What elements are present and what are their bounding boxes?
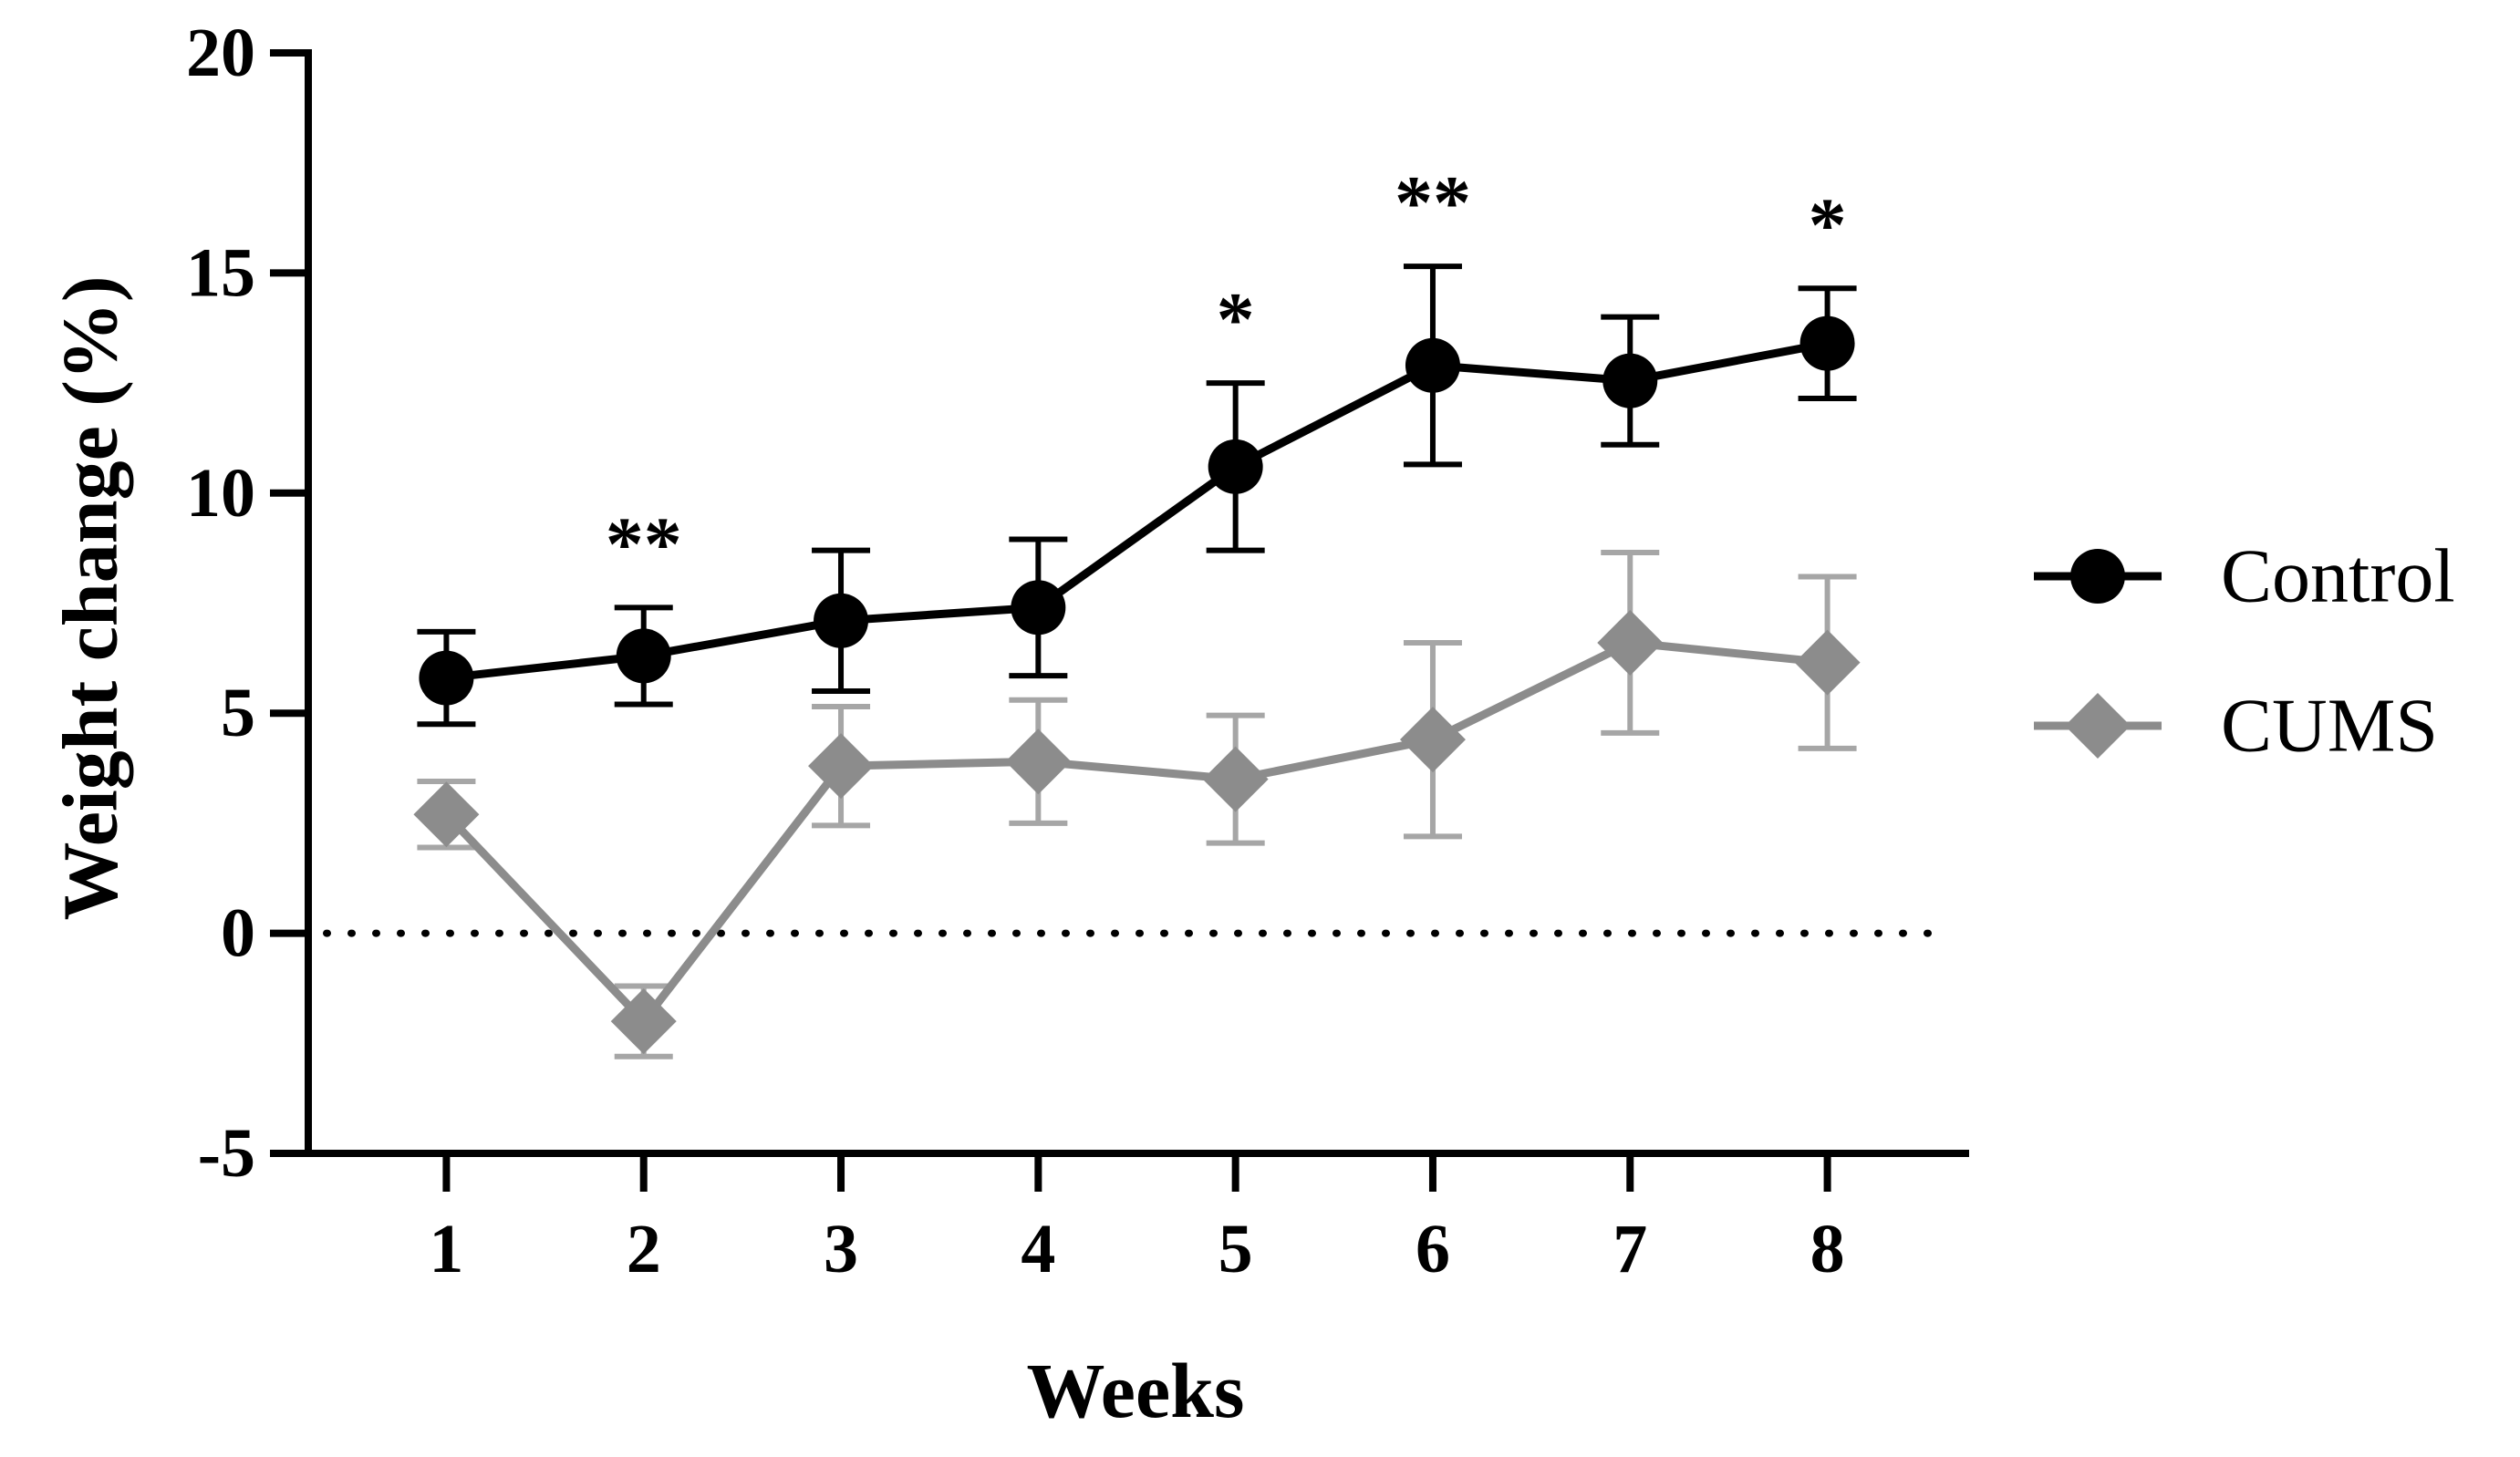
data-point (1011, 580, 1066, 636)
series-line (443, 638, 1829, 1026)
series-line (445, 339, 1829, 683)
y-axis-title: Weight change (%) (47, 275, 134, 920)
data-point (413, 781, 480, 848)
x-tick-label: 1 (429, 1211, 463, 1287)
significance-annotations: ***** * (606, 160, 1847, 586)
x-tick-label: 6 (1416, 1211, 1450, 1287)
y-tick-label: 0 (221, 895, 255, 972)
legend-item-control: Control (2034, 534, 2455, 619)
x-axis-title: Weeks (1027, 1347, 1245, 1434)
y-tick-label: -5 (198, 1115, 255, 1192)
y-tick-label: 10 (186, 455, 255, 532)
data-point (1005, 728, 1072, 795)
data-point (1597, 609, 1664, 676)
legend-item-cums: CUMS (2034, 684, 2438, 769)
data-point (419, 650, 474, 706)
data-point (616, 628, 671, 684)
legend-label: CUMS (2221, 684, 2438, 769)
significance-marker: * (1809, 182, 1847, 267)
significance-marker: * (1217, 277, 1255, 362)
x-tick-label: 2 (627, 1211, 661, 1287)
x-tick-label: 8 (1810, 1211, 1845, 1287)
y-tick-label: 5 (221, 675, 255, 751)
significance-marker: ** (1395, 160, 1471, 245)
legend-label: Control (2221, 534, 2455, 619)
legend-marker (2070, 549, 2125, 604)
x-tick-label: 7 (1613, 1211, 1647, 1287)
data-point (1202, 746, 1269, 812)
series-layer (413, 264, 1861, 1059)
legend-marker (2065, 693, 2131, 759)
data-point (1799, 315, 1855, 371)
legend: Control CUMS (2034, 534, 2455, 769)
y-tick-label: 15 (186, 234, 255, 311)
axes-layer: -5 0 5 10 15 20 1 2 3 4 5 6 7 8 (186, 15, 1969, 1287)
data-point (1399, 707, 1466, 773)
series-control (417, 264, 1857, 728)
data-point (1602, 353, 1658, 408)
data-point (1208, 439, 1263, 494)
x-tick-label: 3 (824, 1211, 858, 1287)
y-tick-label: 20 (186, 15, 255, 91)
series-cums (413, 549, 1861, 1059)
data-point (1405, 337, 1460, 393)
x-tick-label: 5 (1219, 1211, 1253, 1287)
data-point (1794, 629, 1861, 696)
x-tick-label: 4 (1021, 1211, 1055, 1287)
data-point (808, 733, 875, 800)
data-point (814, 593, 869, 648)
data-point (610, 988, 677, 1055)
significance-marker: ** (606, 501, 682, 586)
